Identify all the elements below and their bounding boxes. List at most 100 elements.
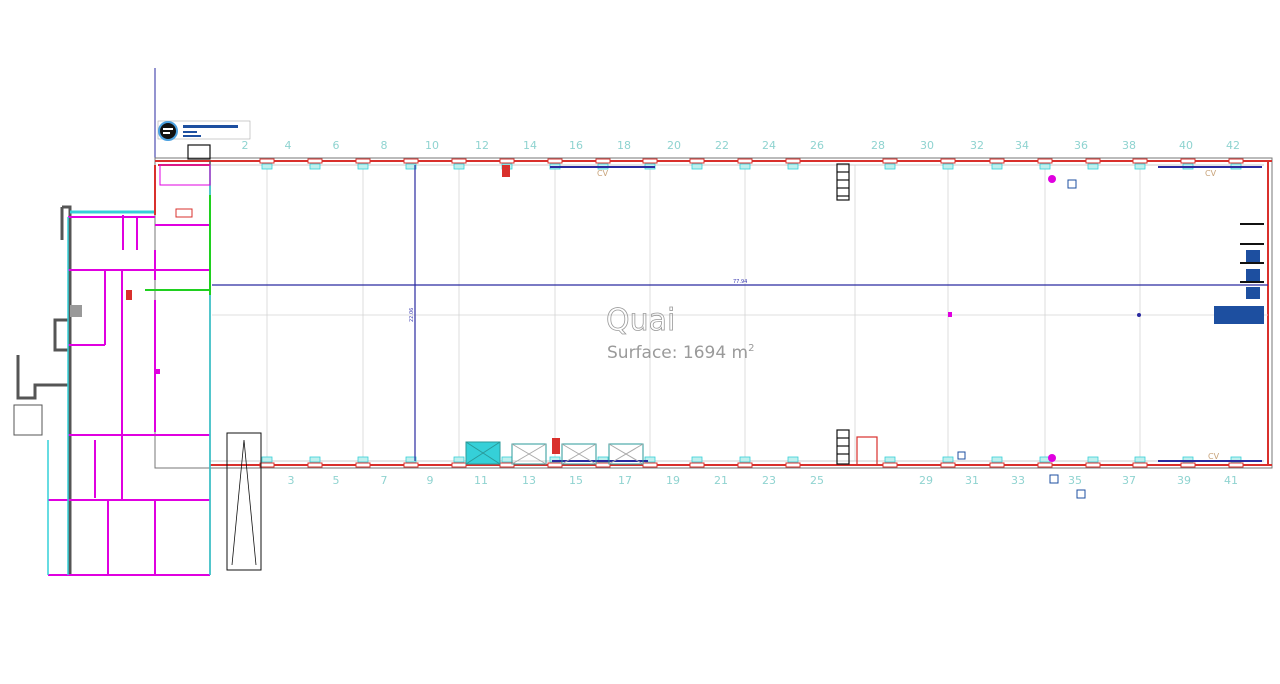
column-bay	[1228, 462, 1244, 468]
forklift-equipment	[1214, 223, 1264, 324]
grid-number-bottom: 37	[1122, 474, 1136, 487]
column-bay	[307, 158, 323, 164]
column-bay	[737, 462, 753, 468]
grid-number-bottom: 33	[1011, 474, 1025, 487]
column-bay	[355, 158, 371, 164]
column	[739, 456, 751, 463]
grid-number-bottom: 17	[618, 474, 632, 487]
column-bay	[547, 462, 563, 468]
grid-number-top: 20	[667, 139, 681, 152]
column	[309, 163, 321, 170]
grid-number-top: 28	[871, 139, 885, 152]
cv-label: CV	[1208, 452, 1220, 461]
grid-number-top: 4	[285, 139, 292, 152]
column-bay	[689, 158, 705, 164]
ramp	[226, 432, 262, 571]
grid-number-bottom: 39	[1177, 474, 1191, 487]
grid-number-top: 30	[920, 139, 934, 152]
speech-bubble-logo-icon	[158, 121, 178, 141]
warehouse-shell	[154, 157, 1273, 575]
column	[1087, 456, 1099, 463]
grid-number-bottom: 13	[522, 474, 536, 487]
column	[405, 456, 417, 463]
column	[1087, 163, 1099, 170]
grid-number-top: 6	[333, 139, 340, 152]
room-name: Quai	[606, 303, 675, 338]
column-bay	[1085, 462, 1101, 468]
column	[405, 163, 417, 170]
grid-number-bottom: 31	[965, 474, 979, 487]
grid-number-top: 40	[1179, 139, 1193, 152]
column-bay	[355, 462, 371, 468]
column	[1039, 163, 1051, 170]
column	[357, 163, 369, 170]
column-bay	[785, 158, 801, 164]
column	[357, 456, 369, 463]
column	[261, 456, 273, 463]
grid-number-bottom: 9	[427, 474, 434, 487]
cv-label: CV	[1205, 169, 1217, 178]
grid-number-top: 16	[569, 139, 583, 152]
column-bay	[785, 462, 801, 468]
grid-number-top: 36	[1074, 139, 1088, 152]
dock-doors	[465, 165, 644, 465]
column-bay	[403, 462, 419, 468]
office-block	[13, 164, 211, 576]
column-bay	[451, 158, 467, 164]
column-bay	[642, 462, 658, 468]
surface-exponent: 2	[748, 343, 754, 354]
grid-number-top: 24	[762, 139, 776, 152]
grid-number-bottom: 3	[288, 474, 295, 487]
grid-number-bottom: 35	[1068, 474, 1082, 487]
column	[501, 456, 513, 463]
column	[644, 456, 656, 463]
column	[1134, 163, 1146, 170]
wall-bays	[259, 158, 1244, 468]
column-bay	[989, 158, 1005, 164]
grid-number-bottom: 25	[810, 474, 824, 487]
column-bay	[989, 462, 1005, 468]
column	[453, 163, 465, 170]
title-block	[157, 120, 251, 141]
column-bay	[259, 158, 275, 164]
column	[942, 163, 954, 170]
column-bay	[451, 462, 467, 468]
column	[884, 163, 896, 170]
column	[884, 456, 896, 463]
column-bay	[940, 158, 956, 164]
grid-number-top: 12	[475, 139, 489, 152]
column	[991, 163, 1003, 170]
column-bay	[499, 158, 515, 164]
column	[1134, 456, 1146, 463]
column-bay	[1228, 158, 1244, 164]
grid-number-top: 14	[523, 139, 537, 152]
column	[991, 456, 1003, 463]
column-bay	[1180, 462, 1196, 468]
column-bay	[642, 158, 658, 164]
column-bay	[1037, 158, 1053, 164]
grid-number-top: 38	[1122, 139, 1136, 152]
grid-number-bottom: 41	[1224, 474, 1238, 487]
column-bay	[1180, 158, 1196, 164]
column-bay	[882, 158, 898, 164]
grid-number-bottom: 21	[714, 474, 728, 487]
column	[787, 456, 799, 463]
room-surface: Surface: 1694 m2	[607, 343, 755, 363]
grid-number-top: 34	[1015, 139, 1029, 152]
column-bay	[882, 462, 898, 468]
column	[691, 163, 703, 170]
column	[691, 456, 703, 463]
column	[942, 456, 954, 463]
column-bay	[547, 158, 563, 164]
column-bay	[403, 158, 419, 164]
grid-number-bottom: 23	[762, 474, 776, 487]
column-bay	[1132, 462, 1148, 468]
cv-label: CV	[597, 169, 609, 178]
grid-number-top: 32	[970, 139, 984, 152]
grid-number-top: 26	[810, 139, 824, 152]
grid-number-bottom: 29	[919, 474, 933, 487]
column	[453, 456, 465, 463]
length-dimension-label: 77.94	[733, 279, 747, 285]
grid-number-bottom: 11	[474, 474, 488, 487]
grid-number-top: 18	[617, 139, 631, 152]
